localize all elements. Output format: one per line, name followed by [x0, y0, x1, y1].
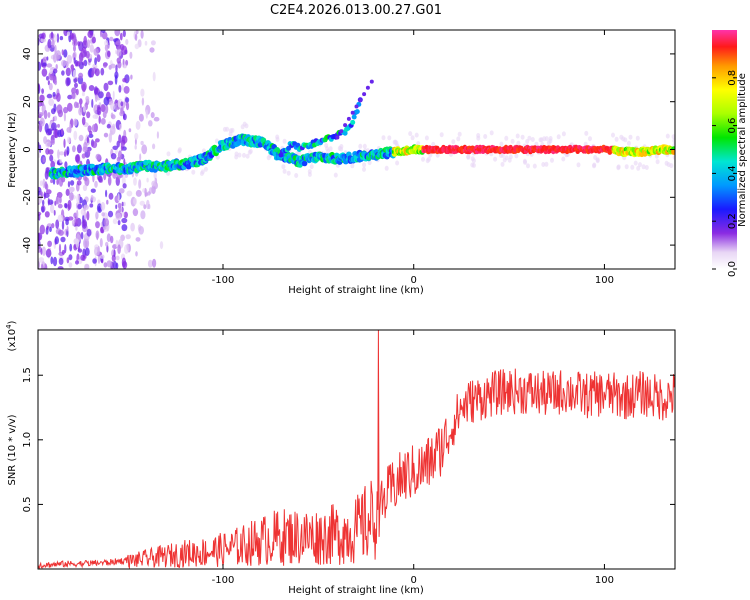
- spectrogram-ytick-label: -40: [22, 237, 33, 253]
- snr-ytick-label: 0.5: [22, 496, 33, 512]
- snr-ytick-label: 1.0: [22, 432, 33, 448]
- spectrogram-ylabel: Frequency (Hz): [7, 112, 18, 188]
- snr-xtick-label: 100: [595, 575, 614, 586]
- snr-ylabel: SNR (10 * v/v): [7, 414, 18, 485]
- spectrogram-ytick-label: 0: [22, 146, 33, 152]
- spectrogram-heatmap: [38, 30, 675, 269]
- snr-frame: [37, 329, 676, 570]
- snr-series-line: [38, 330, 675, 569]
- colorbar-ticks: 0.0 0.2 0.4 0.6 0.8: [712, 70, 738, 277]
- colorbar: 0.0 0.2 0.4 0.6 0.8 Normalized spectral ampl…: [712, 30, 748, 277]
- colorbar-tick-label: 0.2: [727, 213, 738, 229]
- snr-scale-label: (x104): [5, 320, 18, 351]
- snr-xtick-label: 0: [411, 575, 417, 586]
- colorbar-gradient: [712, 30, 737, 269]
- spectrogram-xtick-label: -100: [212, 275, 235, 286]
- snr-ticks: -100 0 100 0.5 1.0 1.5: [22, 330, 675, 586]
- snr-xtick-label: -100: [212, 575, 235, 586]
- spectrogram-ytick-label: 20: [22, 95, 33, 108]
- snr-panel: -100 0 100 0.5 1.0 1.5 Height of straight lin…: [5, 320, 676, 596]
- colorbar-tick-label: 0.8: [727, 70, 738, 86]
- spectrogram-ytick-label: -20: [22, 189, 33, 205]
- spectrogram-xtick-label: 0: [411, 275, 417, 286]
- colorbar-tick-label: 0.0: [727, 261, 738, 277]
- snr-ytick-label: 1.5: [22, 367, 33, 383]
- spectrogram-xlabel: Height of straight line (km): [288, 285, 424, 296]
- spectrogram-ticks: -100 0 100 -40 -20 0 20 40: [22, 30, 675, 286]
- spectrogram-xtick-label: 100: [595, 275, 614, 286]
- colorbar-label: Normalized spectral amplitude: [737, 73, 748, 227]
- colorbar-tick-label: 0.4: [727, 165, 738, 181]
- chart-title: C2E4.2026.013.00.27.G01: [270, 3, 442, 18]
- snr-xlabel: Height of straight line (km): [288, 585, 424, 596]
- colorbar-tick-label: 0.6: [727, 118, 738, 134]
- spectrogram-ytick-label: 40: [22, 48, 33, 61]
- spectrogram-panel: -100 0 100 -40 -20 0 20 40 Height of straight l…: [7, 29, 676, 296]
